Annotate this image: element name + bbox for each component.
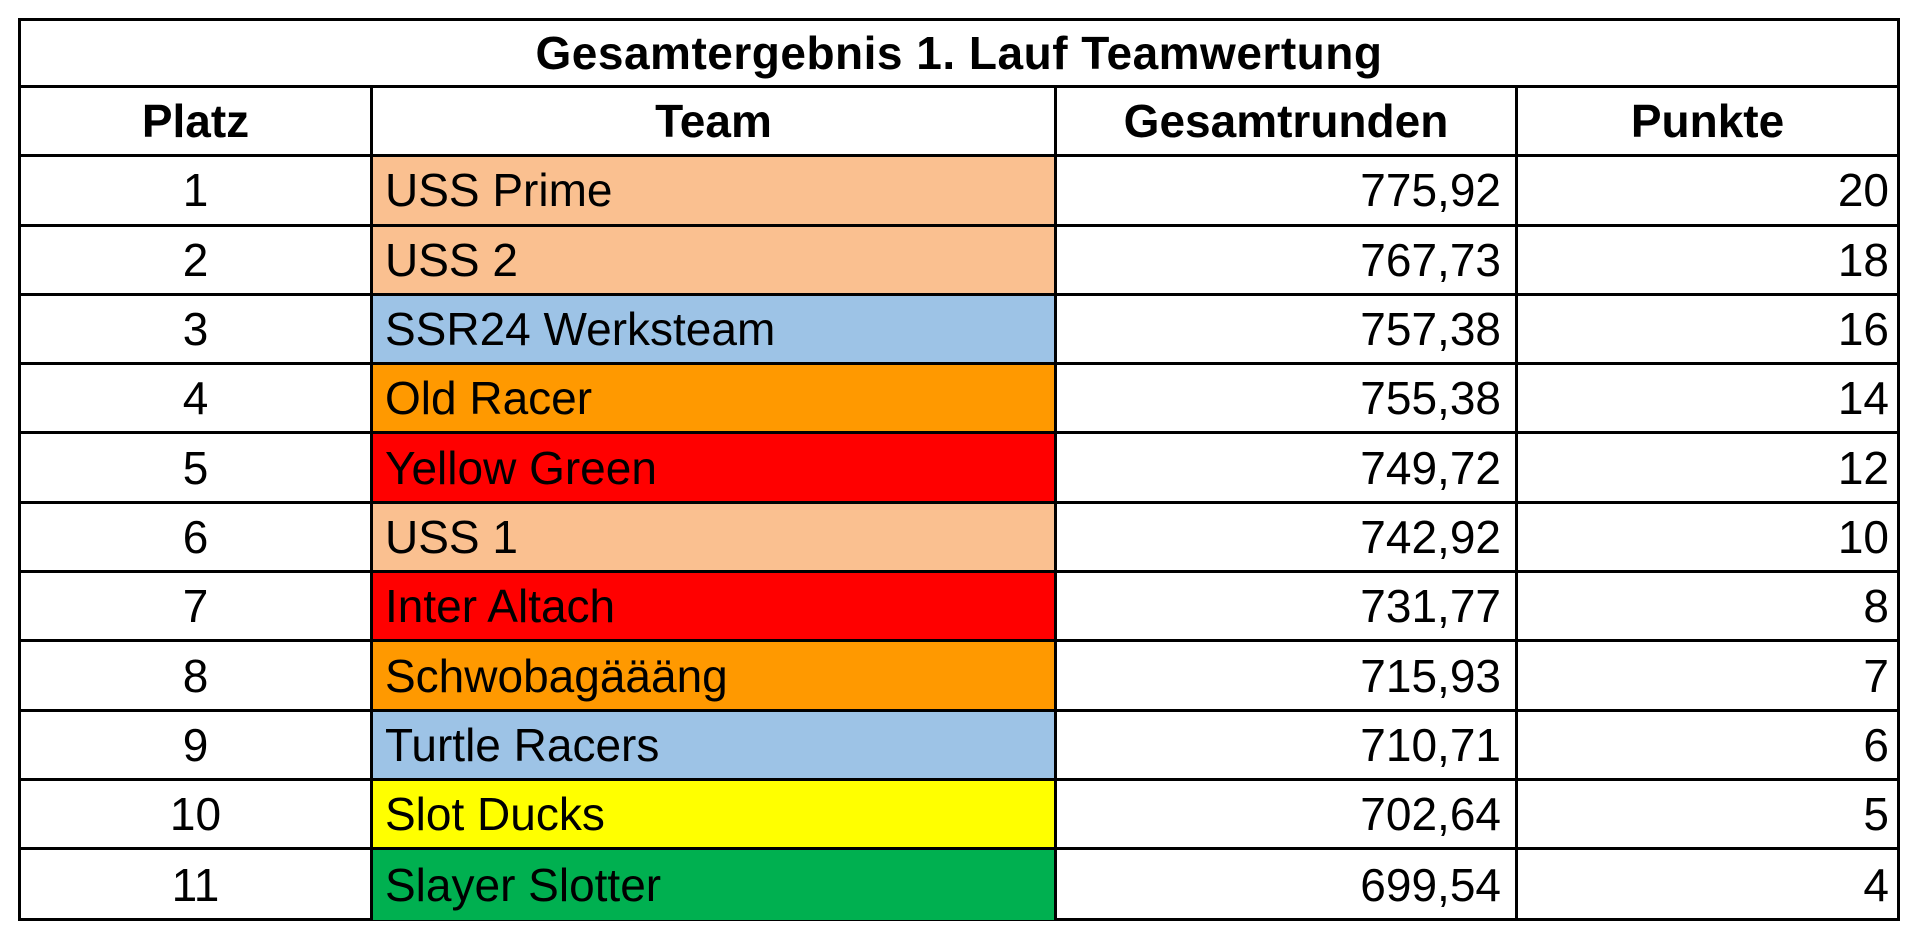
cell-gesamtrunden: 731,77: [1057, 573, 1518, 640]
cell-punkte: 4: [1863, 858, 1889, 911]
cell-team: Schwobagäääng: [373, 642, 1057, 709]
cell-team: USS Prime: [373, 157, 1057, 224]
cell-punkte: 18: [1837, 233, 1889, 286]
cell-team: Slot Ducks: [373, 780, 1057, 848]
table-row: 3 SSR24 Werksteam 757,38 16: [21, 295, 1897, 366]
cell-punkte: 10: [1837, 510, 1889, 563]
table-row: 8 Schwobagäääng 715,93 7: [21, 642, 1897, 712]
cell-team: Old Racer: [373, 365, 1057, 432]
cell-gesamtrunden: 749,72: [1057, 434, 1518, 501]
cell-platz: 6: [21, 503, 373, 571]
table-title: Gesamtergebnis 1. Lauf Teamwertung: [21, 21, 1897, 88]
cell-team: SSR24 Werksteam: [373, 295, 1057, 363]
cell-gesamtrunden: 702,64: [1057, 780, 1518, 848]
cell-punkte: 12: [1837, 441, 1889, 494]
cell-team: USS 1: [373, 503, 1057, 571]
cell-platz: 2: [21, 226, 373, 293]
cell-team: Turtle Racers: [373, 711, 1057, 778]
cell-gesamtrunden: 742,92: [1057, 503, 1518, 571]
header-gesamtrunden: Gesamtrunden: [1057, 88, 1518, 155]
cell-punkte: 6: [1863, 718, 1889, 771]
cell-gesamtrunden: 715,93: [1057, 642, 1518, 709]
table-row: 9 Turtle Racers 710,71 6: [21, 711, 1897, 781]
cell-platz: 9: [21, 711, 373, 778]
cell-gesamtrunden: 755,38: [1057, 365, 1518, 432]
cell-platz: 3: [21, 295, 373, 363]
cell-platz: 7: [21, 573, 373, 640]
table-row: 6 USS 1 742,92 10: [21, 503, 1897, 574]
cell-team: Yellow Green: [373, 434, 1057, 501]
table-header-row: Platz Team Gesamtrunden Punkte: [21, 88, 1897, 158]
cell-gesamtrunden: 699,54: [1057, 850, 1518, 920]
table-row: 11 Slayer Slotter 699,54 4: [21, 850, 1897, 920]
cell-gesamtrunden: 757,38: [1057, 295, 1518, 363]
cell-platz: 5: [21, 434, 373, 501]
table-row: 7 Inter Altach 731,77 8: [21, 573, 1897, 643]
cell-team: Slayer Slotter: [373, 850, 1057, 920]
cell-punkte: 20: [1837, 164, 1889, 217]
cell-platz: 1: [21, 157, 373, 224]
cell-platz: 4: [21, 365, 373, 432]
cell-gesamtrunden: 767,73: [1057, 226, 1518, 293]
header-team: Team: [373, 88, 1057, 155]
cell-punkte: 14: [1837, 372, 1889, 425]
cell-gesamtrunden: 775,92: [1057, 157, 1518, 224]
results-table: Gesamtergebnis 1. Lauf Teamwertung Platz…: [18, 18, 1900, 921]
cell-punkte: 5: [1863, 788, 1889, 841]
cell-team: USS 2: [373, 226, 1057, 293]
table-row: 4 Old Racer 755,38 14: [21, 365, 1897, 435]
header-punkte: Punkte: [1630, 95, 1785, 148]
table-row: 1 USS Prime 775,92 20: [21, 157, 1897, 227]
cell-team: Inter Altach: [373, 573, 1057, 640]
cell-platz: 11: [21, 850, 373, 920]
table-row: 2 USS 2 767,73 18: [21, 226, 1897, 296]
table-row: 10 Slot Ducks 702,64 5: [21, 780, 1897, 851]
cell-platz: 10: [21, 780, 373, 848]
cell-gesamtrunden: 710,71: [1057, 711, 1518, 778]
cell-punkte: 16: [1837, 303, 1889, 356]
header-platz: Platz: [21, 88, 373, 155]
cell-punkte: 7: [1863, 649, 1889, 702]
table-row: 5 Yellow Green 749,72 12: [21, 434, 1897, 504]
cell-platz: 8: [21, 642, 373, 709]
cell-punkte: 8: [1863, 580, 1889, 633]
